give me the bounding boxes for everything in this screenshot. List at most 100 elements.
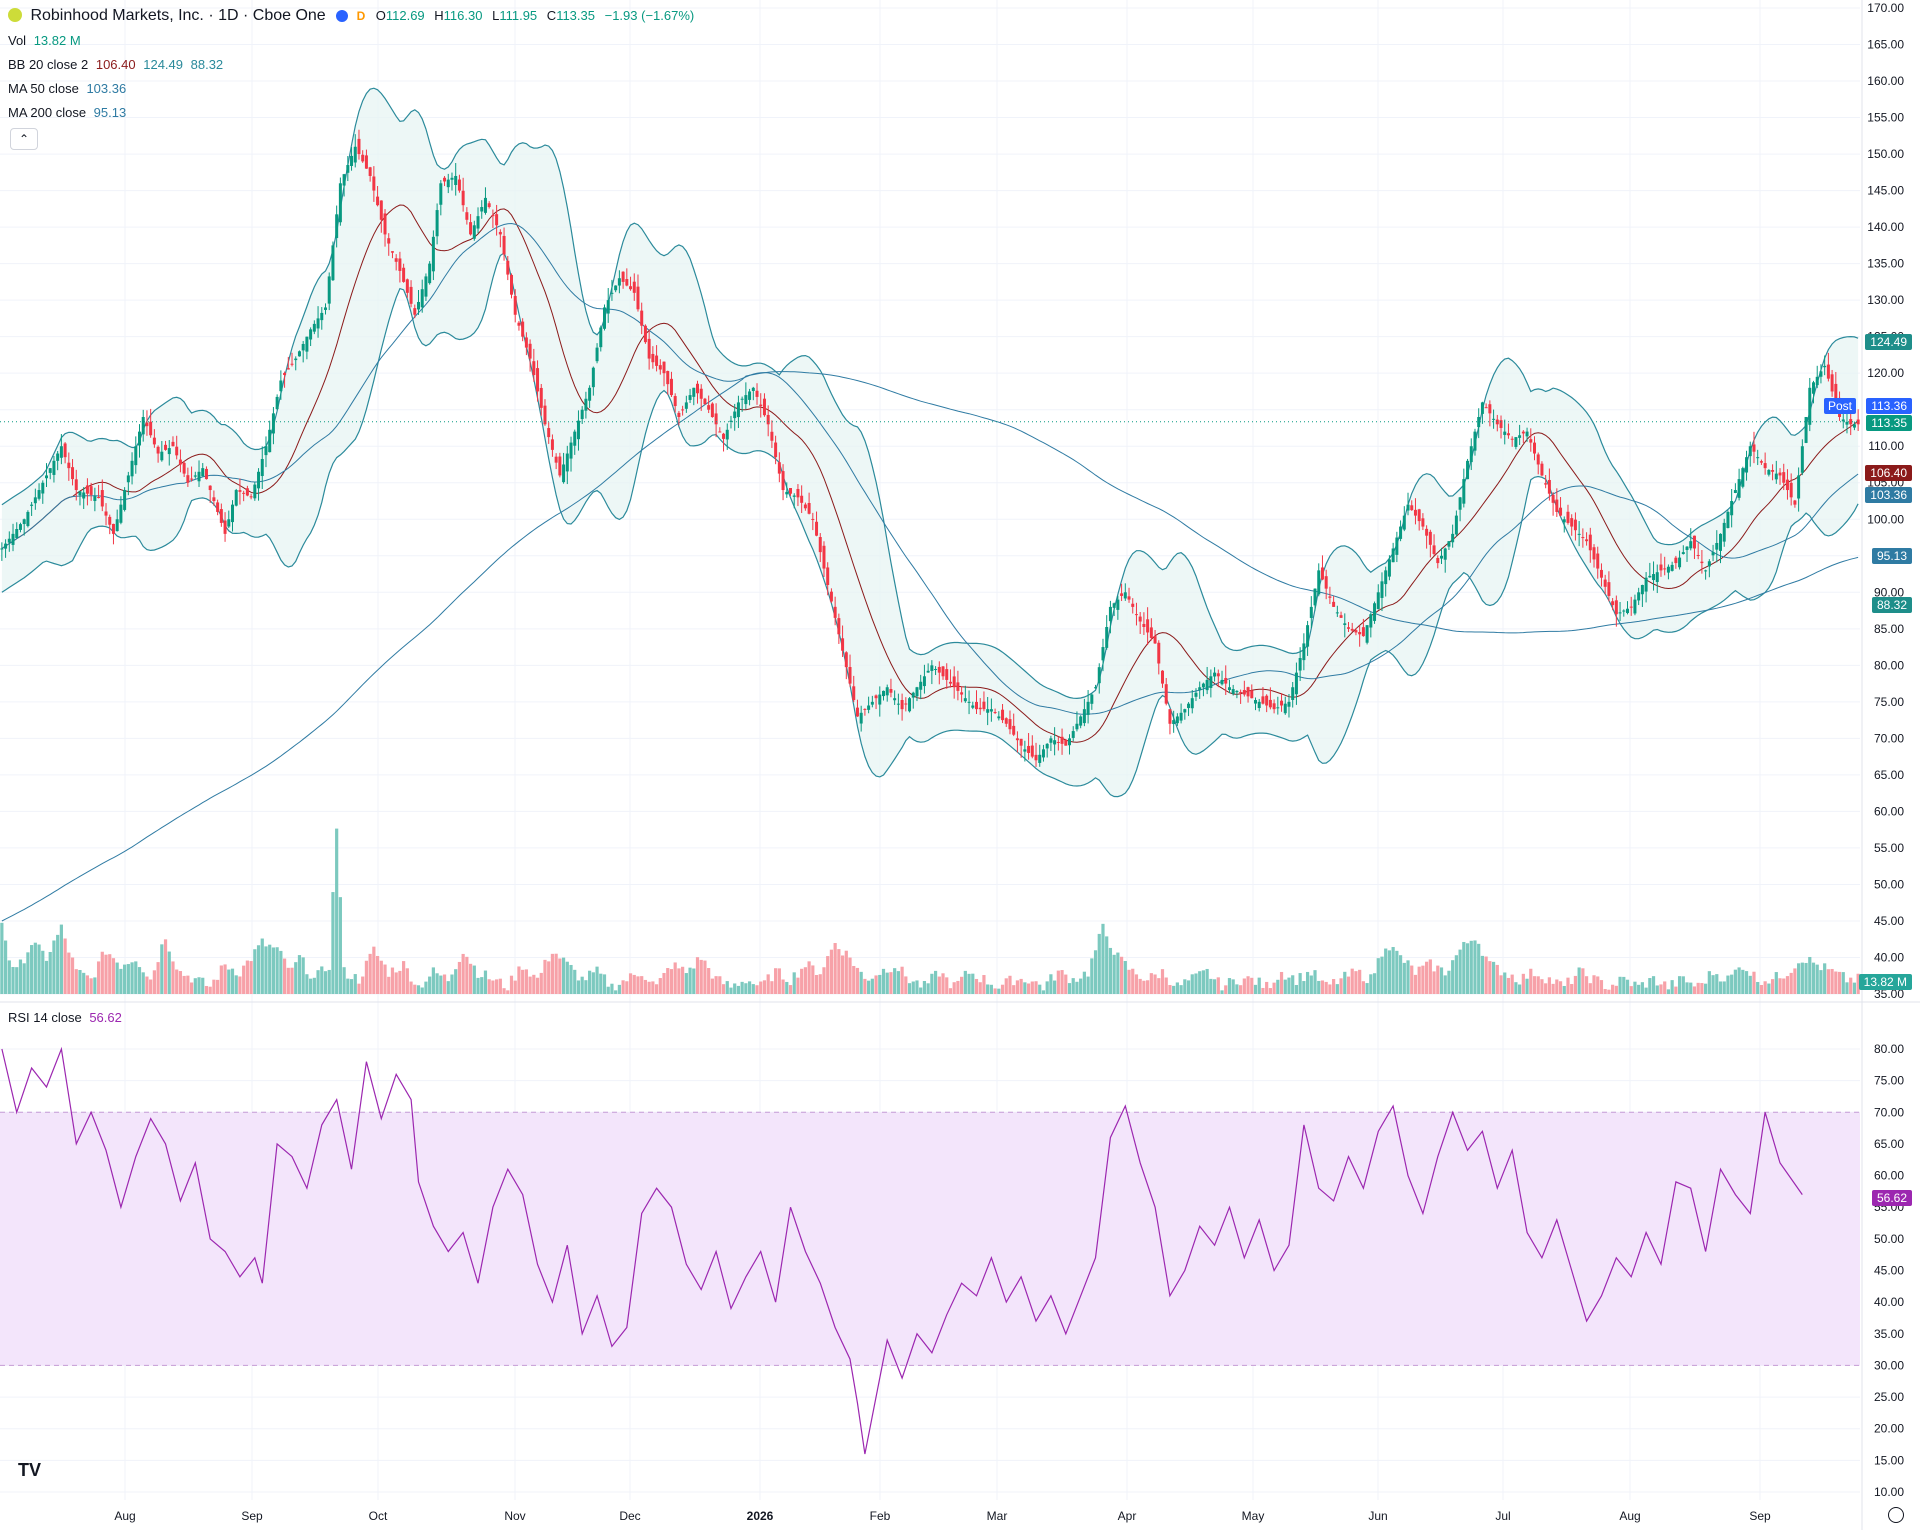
rsi-tick-label: 80.00 [1874, 1042, 1904, 1056]
candle-body [658, 365, 662, 370]
volume-bar [26, 952, 30, 994]
volume-bar [788, 985, 793, 994]
delayed-d-icon[interactable]: D [356, 9, 366, 23]
volume-bar [1335, 984, 1339, 994]
gear-icon[interactable] [1888, 1507, 1904, 1523]
volume-bar [986, 984, 990, 994]
symbol-logo-icon[interactable] [8, 8, 22, 22]
candle-body [614, 285, 618, 291]
volume-bar [978, 982, 982, 994]
volume-bar [1224, 985, 1228, 994]
candle-body [1082, 709, 1086, 724]
chevron-up-icon[interactable]: ⌃ [10, 128, 38, 150]
candle-body [1730, 501, 1734, 516]
volume-bar [573, 969, 577, 994]
candle-body [803, 504, 807, 509]
volume-bar [1830, 968, 1834, 994]
volume-bar [1733, 969, 1737, 994]
candle-body [30, 504, 34, 506]
candle-body [978, 707, 982, 710]
candle-body [1510, 438, 1514, 440]
time-tick-label: Nov [504, 1509, 525, 1523]
volume-bar [1354, 971, 1358, 994]
legend-ma50[interactable]: MA 50 close 103.36 [8, 81, 126, 97]
volume-bar [301, 957, 305, 994]
candle-body [1265, 695, 1269, 706]
candle-body [1596, 553, 1600, 569]
candle-body [748, 391, 752, 400]
volume-bar [911, 981, 915, 994]
volume-bar [1685, 982, 1689, 994]
volume-bar [67, 952, 71, 994]
candle-body [350, 155, 354, 166]
volume-bar [777, 968, 781, 994]
volume-bar [82, 972, 86, 994]
legend-bb[interactable]: BB 20 close 2 106.40 124.49 88.32 [8, 57, 223, 73]
volume-bar [1510, 974, 1514, 994]
candle-body [1577, 533, 1581, 535]
volume-bar [1246, 976, 1250, 994]
legend-ma200[interactable]: MA 200 close 95.13 [8, 105, 126, 121]
volume-bar [963, 970, 967, 994]
volume-bar [346, 978, 350, 994]
tradingview-logo-icon[interactable]: TV [18, 1460, 42, 1480]
volume-bar [1425, 961, 1429, 994]
candle-body [1525, 431, 1529, 437]
candle-body [15, 528, 19, 538]
rsi-tick-label: 30.00 [1874, 1358, 1904, 1372]
candle-body [297, 351, 301, 357]
candle-body [190, 478, 194, 480]
candle-body [186, 475, 190, 483]
candle-body [651, 353, 655, 363]
volume-bar [1618, 976, 1622, 994]
candle-body [1175, 716, 1179, 724]
candle-body [0, 548, 4, 550]
volume-bar [1242, 978, 1246, 994]
open-value: 112.69 [385, 8, 425, 23]
candle-body [353, 146, 357, 163]
candle-body [852, 686, 856, 701]
candle-body [100, 490, 104, 507]
moon-icon[interactable] [336, 10, 349, 22]
volume-bar [1101, 923, 1105, 994]
candle-body [1038, 754, 1042, 763]
volume-bar [1216, 977, 1220, 994]
candle-body [1767, 469, 1771, 475]
volume-bar [755, 985, 759, 994]
volume-bar [941, 973, 945, 994]
volume-bar [781, 979, 785, 994]
volume-bar [1067, 983, 1072, 994]
candle-body [908, 698, 912, 712]
candle-body [361, 154, 365, 162]
price-tick-label: 60.00 [1874, 804, 1904, 818]
candle-body [777, 462, 781, 474]
volume-bar [774, 968, 778, 994]
candle-body [141, 417, 145, 435]
candle-body [878, 694, 882, 705]
candle-body [1826, 364, 1830, 379]
volume-bar [640, 976, 644, 994]
candle-body [376, 196, 380, 206]
legend-vol[interactable]: Vol 13.82 M [8, 33, 81, 49]
candle-body [1235, 690, 1239, 693]
candle-body [290, 363, 294, 365]
volume-bar [588, 970, 592, 994]
volume-bar [1540, 979, 1544, 994]
candle-body [1224, 678, 1228, 684]
candle-body [1261, 696, 1265, 704]
volume-bar [1789, 972, 1793, 994]
candle-body [893, 698, 897, 701]
volume-bar [1521, 973, 1525, 994]
bb-lower-value: 88.32 [190, 57, 224, 72]
volume-bar [1666, 989, 1671, 994]
volume-bar [1380, 956, 1384, 994]
symbol-title[interactable]: Robinhood Markets, Inc. · 1D · Cboe One [30, 7, 326, 24]
candle-body [762, 398, 766, 416]
candle-body [1659, 564, 1663, 571]
volume-bar [275, 947, 279, 994]
volume-bar [498, 978, 502, 994]
legend-rsi[interactable]: RSI 14 close 56.62 [8, 1010, 122, 1026]
candle-body [629, 286, 633, 290]
candle-body [372, 176, 376, 191]
